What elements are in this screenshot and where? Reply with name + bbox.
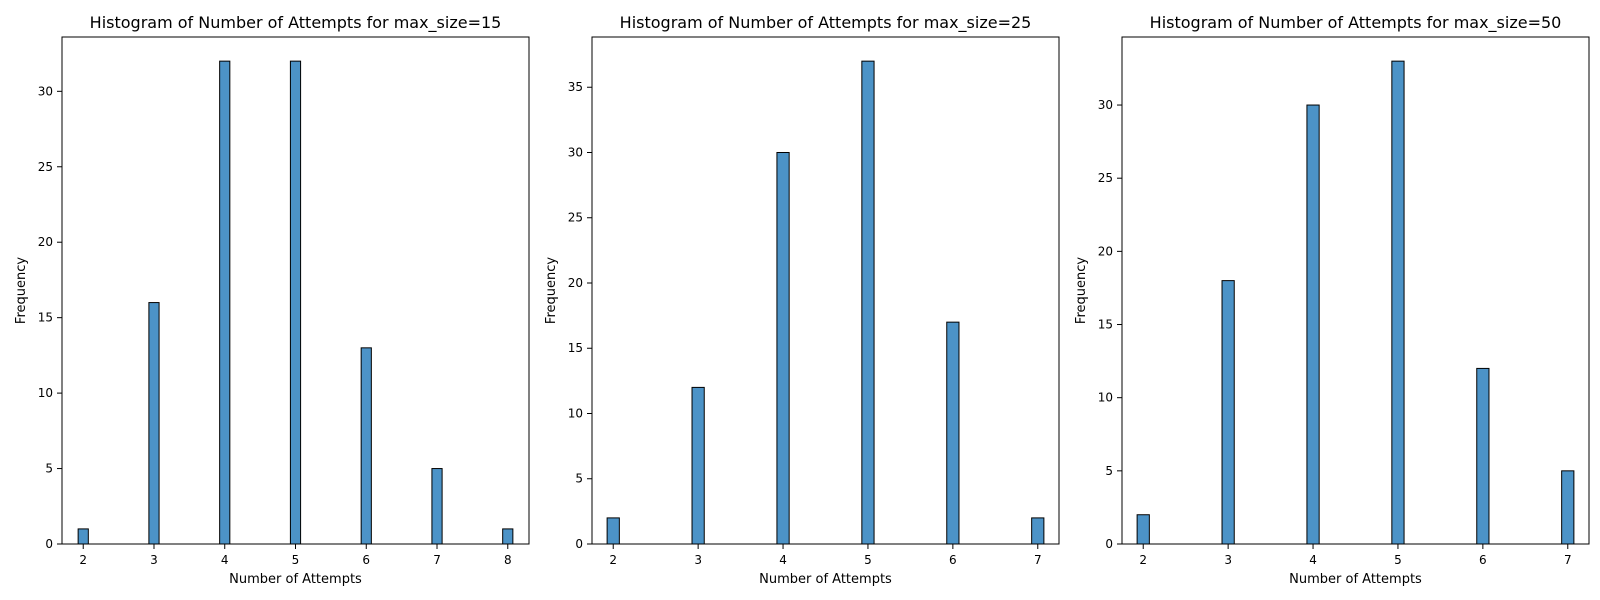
chart-panel-2: 2 3 4 5 6 7 0 5 10 15 20 25 30 35 Histogram of Number …	[544, 13, 1060, 587]
x-tick-label: 8	[504, 553, 512, 567]
bar-x7	[1561, 470, 1575, 545]
x-tick-label: 2	[79, 553, 87, 567]
y-tick-label: 35	[568, 80, 583, 94]
x-tick-label: 3	[694, 553, 702, 567]
y-tick-label: 20	[568, 276, 583, 290]
bar-x3	[691, 386, 705, 545]
y-tick-label: 10	[1098, 391, 1113, 405]
bar-x7	[431, 468, 443, 545]
bar-x5	[289, 60, 302, 545]
y-tick-label: 5	[45, 462, 53, 476]
bar-x6	[360, 347, 372, 545]
x-tick-label: 7	[1564, 553, 1572, 567]
bar-x4	[219, 60, 231, 545]
bar-x5	[861, 60, 875, 545]
x-tick-label: 7	[1034, 553, 1042, 567]
x-tick-label: 4	[1309, 553, 1317, 567]
y-tick-label: 25	[568, 211, 583, 225]
chart-title: Histogram of Number of Attempts for max_…	[90, 13, 502, 33]
y-tick-label: 15	[1098, 318, 1113, 332]
x-tick-label: 5	[1394, 553, 1402, 567]
y-tick-label: 10	[568, 406, 583, 420]
chart-panel-3: 2 3 4 5 6 7 0 5 10 15 20 25 30 Histogram of Number of…	[1074, 13, 1590, 587]
x-tick-label: 3	[1224, 553, 1232, 567]
bar-x4	[776, 151, 790, 545]
x-tick-label: 2	[1139, 553, 1147, 567]
x-tick-label: 4	[779, 553, 787, 567]
x-tick-label: 6	[362, 553, 370, 567]
y-tick-label: 10	[38, 386, 53, 400]
x-tick-label: 5	[292, 553, 300, 567]
y-tick-label: 0	[45, 537, 53, 551]
bar-x6	[946, 321, 960, 545]
x-tick-label: 2	[609, 553, 617, 567]
x-tick-label: 3	[150, 553, 158, 567]
x-tick-label: 6	[949, 553, 957, 567]
x-tick-label: 4	[221, 553, 229, 567]
bar-x7	[1031, 517, 1045, 545]
chart-title: Histogram of Number of Attempts for max_…	[620, 13, 1032, 33]
y-tick-label: 30	[38, 84, 53, 98]
y-tick-label: 0	[575, 537, 583, 551]
y-axis-label: Frequency	[544, 257, 559, 324]
bar-x8	[502, 528, 514, 545]
x-tick-label: 6	[1479, 553, 1487, 567]
y-axis-label: Frequency	[1074, 257, 1089, 324]
y-tick-label: 5	[575, 472, 583, 486]
chart-panel-1: 2 3 4 5 6 7 8 0 5 10 15 20 25 30 Histogram of Number o…	[14, 13, 530, 587]
x-axis-label: Number of Attempts	[229, 572, 362, 587]
bar-x4	[1306, 104, 1320, 545]
x-tick-label: 7	[433, 553, 441, 567]
bar-x5	[1391, 60, 1405, 545]
plot-frame	[591, 36, 1060, 545]
plot-frame	[1121, 36, 1590, 545]
y-tick-label: 30	[568, 145, 583, 159]
x-axis-label: Number of Attempts	[759, 572, 892, 587]
bar-x3	[148, 302, 160, 545]
y-tick-label: 5	[1105, 464, 1113, 478]
x-axis-label: Number of Attempts	[1289, 572, 1422, 587]
y-tick-label: 30	[1098, 98, 1113, 112]
bar-x2	[1136, 514, 1150, 545]
bar-x6	[1476, 367, 1490, 545]
y-tick-label: 0	[1105, 537, 1113, 551]
bar-x2	[606, 517, 620, 545]
y-tick-label: 20	[1098, 244, 1113, 258]
y-axis-label: Frequency	[14, 257, 29, 324]
bar-x2	[77, 528, 89, 545]
y-tick-label: 15	[568, 341, 583, 355]
chart-title: Histogram of Number of Attempts for max_…	[1150, 13, 1562, 33]
y-tick-label: 20	[38, 235, 53, 249]
x-tick-label: 5	[864, 553, 872, 567]
y-tick-label: 25	[1098, 171, 1113, 185]
bar-x3	[1221, 280, 1235, 545]
y-tick-label: 15	[38, 311, 53, 325]
y-tick-label: 25	[38, 160, 53, 174]
